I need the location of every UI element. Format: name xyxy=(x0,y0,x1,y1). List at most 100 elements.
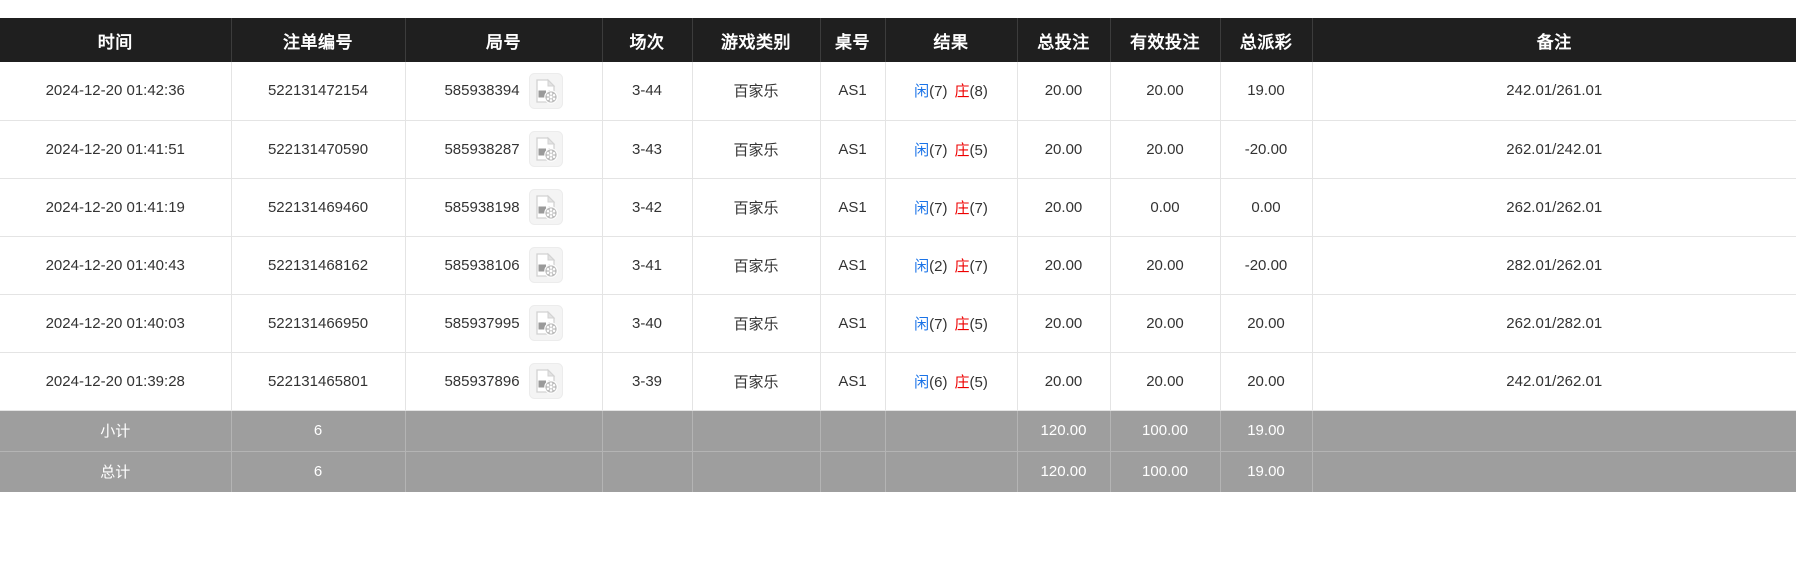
cell-betno: 522131470590 xyxy=(231,120,406,179)
summary-total-bet: 120.00 xyxy=(1017,410,1111,452)
cell-round: 585938198 xyxy=(405,178,603,237)
result-player-value: (7) xyxy=(929,315,948,333)
table-body: 2024-12-20 01:42:36 522131472154 585938394… xyxy=(0,62,1796,492)
cell-time: 2024-12-20 01:41:19 xyxy=(0,178,232,237)
cell-total-bet: 20.00 xyxy=(1017,352,1111,411)
video-file-icon[interactable] xyxy=(528,247,563,283)
table-row[interactable]: 2024-12-20 01:40:43 522131468162 585938106… xyxy=(0,236,1796,295)
result-player-label: 闲 xyxy=(914,315,930,333)
cell-result: 闲(7) 庄(5) xyxy=(885,294,1018,353)
result-banker-label: 庄 xyxy=(954,83,970,101)
table-row[interactable]: 2024-12-20 01:42:36 522131472154 585938394… xyxy=(0,62,1796,121)
cell-session: 3-39 xyxy=(602,352,693,411)
column-header-betno[interactable]: 注单编号 xyxy=(231,18,406,62)
summary-session-empty xyxy=(602,451,693,492)
cell-game: 百家乐 xyxy=(692,178,821,237)
cell-game: 百家乐 xyxy=(692,352,821,411)
cell-remark: 262.01/282.01 xyxy=(1312,294,1796,353)
cell-result: 闲(7) 庄(7) xyxy=(885,178,1018,237)
cell-payout: -20.00 xyxy=(1220,120,1313,179)
cell-table: AS1 xyxy=(820,62,886,121)
cell-result: 闲(2) 庄(7) xyxy=(885,236,1018,295)
cell-remark: 242.01/262.01 xyxy=(1312,352,1796,411)
round-number: 585938106 xyxy=(444,256,520,274)
cell-session: 3-41 xyxy=(602,236,693,295)
round-number: 585938394 xyxy=(444,82,520,100)
summary-count: 6 xyxy=(231,451,406,492)
cell-betno: 522131466950 xyxy=(231,294,406,353)
table-row[interactable]: 2024-12-20 01:40:03 522131466950 585937995… xyxy=(0,294,1796,353)
cell-payout: 19.00 xyxy=(1220,62,1313,121)
cell-valid-bet: 20.00 xyxy=(1110,294,1221,353)
column-header-time[interactable]: 时间 xyxy=(0,18,232,62)
cell-session: 3-44 xyxy=(602,62,693,121)
cell-table: AS1 xyxy=(820,178,886,237)
cell-game: 百家乐 xyxy=(692,62,821,121)
video-file-icon[interactable] xyxy=(528,363,563,399)
result-banker-value: (5) xyxy=(969,373,988,391)
cell-payout: -20.00 xyxy=(1220,236,1313,295)
result-player-value: (2) xyxy=(929,257,948,275)
cell-table: AS1 xyxy=(820,120,886,179)
bet-history-table-container: 时间 注单编号 局号 场次 游戏类别 桌号 结果 总投注 有效投注 总派彩 备注… xyxy=(0,18,1796,492)
result-banker-label: 庄 xyxy=(954,373,970,391)
cell-round: 585938106 xyxy=(405,236,603,295)
summary-payout: 19.00 xyxy=(1220,451,1313,492)
cell-payout: 20.00 xyxy=(1220,294,1313,353)
cell-round: 585938287 xyxy=(405,120,603,179)
cell-remark: 282.01/262.01 xyxy=(1312,236,1796,295)
cell-time: 2024-12-20 01:40:03 xyxy=(0,294,232,353)
column-header-payout[interactable]: 总派彩 xyxy=(1220,18,1313,62)
summary-result-empty xyxy=(885,410,1018,452)
cell-session: 3-40 xyxy=(602,294,693,353)
cell-remark: 262.01/242.01 xyxy=(1312,120,1796,179)
column-header-session[interactable]: 场次 xyxy=(602,18,693,62)
cell-time: 2024-12-20 01:41:51 xyxy=(0,120,232,179)
cell-valid-bet: 20.00 xyxy=(1110,352,1221,411)
column-header-game[interactable]: 游戏类别 xyxy=(692,18,821,62)
cell-game: 百家乐 xyxy=(692,236,821,295)
summary-total-bet: 120.00 xyxy=(1017,451,1111,492)
cell-total-bet: 20.00 xyxy=(1017,294,1111,353)
cell-game: 百家乐 xyxy=(692,120,821,179)
column-header-remark[interactable]: 备注 xyxy=(1312,18,1796,62)
cell-remark: 242.01/261.01 xyxy=(1312,62,1796,121)
cell-result: 闲(7) 庄(5) xyxy=(885,120,1018,179)
grandtotal-row: 总计 6 120.00 100.00 19.00 xyxy=(0,451,1796,492)
video-file-icon[interactable] xyxy=(528,305,563,341)
video-file-icon[interactable] xyxy=(528,189,563,225)
column-header-valid[interactable]: 有效投注 xyxy=(1110,18,1221,62)
summary-label: 总计 xyxy=(0,451,232,492)
column-header-result[interactable]: 结果 xyxy=(885,18,1018,62)
result-banker-value: (7) xyxy=(969,257,988,275)
column-header-round[interactable]: 局号 xyxy=(405,18,603,62)
cell-time: 2024-12-20 01:42:36 xyxy=(0,62,232,121)
cell-payout: 20.00 xyxy=(1220,352,1313,411)
subtotal-row: 小计 6 120.00 100.00 19.00 xyxy=(0,410,1796,452)
round-number: 585937896 xyxy=(444,372,520,390)
video-file-icon[interactable] xyxy=(528,72,563,109)
table-header-row: 时间 注单编号 局号 场次 游戏类别 桌号 结果 总投注 有效投注 总派彩 备注 xyxy=(0,18,1796,62)
table-row[interactable]: 2024-12-20 01:39:28 522131465801 585937896… xyxy=(0,352,1796,411)
table-row[interactable]: 2024-12-20 01:41:19 522131469460 585938198… xyxy=(0,178,1796,237)
table-header: 时间 注单编号 局号 场次 游戏类别 桌号 结果 总投注 有效投注 总派彩 备注 xyxy=(0,18,1796,62)
cell-result: 闲(7) 庄(8) xyxy=(885,62,1018,121)
result-player-value: (6) xyxy=(929,373,948,391)
cell-round: 585937896 xyxy=(405,352,603,411)
round-number: 585937995 xyxy=(444,314,520,332)
table-row[interactable]: 2024-12-20 01:41:51 522131470590 585938287… xyxy=(0,120,1796,179)
summary-remark-empty xyxy=(1312,451,1796,492)
cell-valid-bet: 20.00 xyxy=(1110,236,1221,295)
round-number: 585938287 xyxy=(444,140,520,158)
result-banker-value: (5) xyxy=(969,141,988,159)
column-header-bet[interactable]: 总投注 xyxy=(1017,18,1111,62)
result-player-value: (7) xyxy=(929,199,948,217)
video-file-icon[interactable] xyxy=(528,131,563,167)
cell-time: 2024-12-20 01:39:28 xyxy=(0,352,232,411)
summary-count: 6 xyxy=(231,410,406,452)
result-player-label: 闲 xyxy=(914,141,930,159)
column-header-table[interactable]: 桌号 xyxy=(820,18,886,62)
round-number: 585938198 xyxy=(444,198,520,216)
cell-betno: 522131465801 xyxy=(231,352,406,411)
summary-valid-bet: 100.00 xyxy=(1110,451,1221,492)
